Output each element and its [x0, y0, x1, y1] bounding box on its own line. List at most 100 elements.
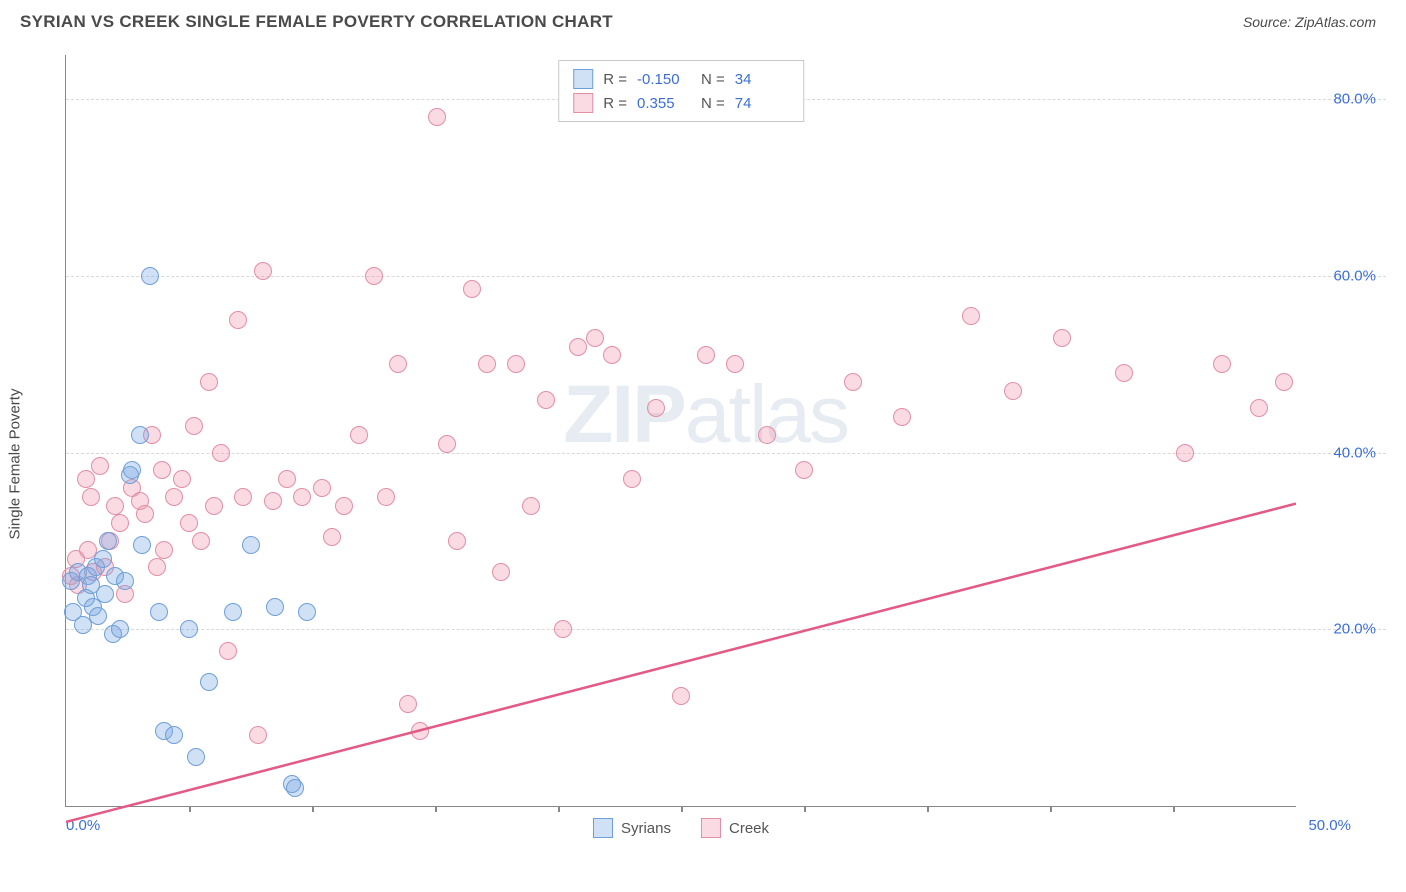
x-tick-mark — [681, 806, 683, 812]
n-label: N = — [701, 95, 725, 112]
data-point — [389, 355, 407, 373]
data-point — [623, 470, 641, 488]
y-tick-label: 80.0% — [1333, 91, 1376, 108]
x-tick-mark — [927, 806, 929, 812]
plot-area: ZIPatlas R = -0.150 N = 34 R = 0.355 N =… — [65, 55, 1296, 807]
legend-item-creek: Creek — [701, 818, 769, 838]
data-point — [205, 497, 223, 515]
data-point — [335, 497, 353, 515]
data-point — [192, 532, 210, 550]
series-legend: Syrians Creek — [593, 818, 769, 838]
data-point — [448, 532, 466, 550]
gridline-h — [66, 629, 1386, 630]
data-point — [537, 391, 555, 409]
data-point — [522, 497, 540, 515]
legend-row-syrians: R = -0.150 N = 34 — [573, 67, 789, 91]
watermark-light: atlas — [685, 369, 848, 460]
data-point — [106, 497, 124, 515]
chart-title: SYRIAN VS CREEK SINGLE FEMALE POVERTY CO… — [20, 12, 613, 32]
data-point — [795, 461, 813, 479]
x-tick-mark — [189, 806, 191, 812]
n-label: N = — [701, 71, 725, 88]
data-point — [89, 607, 107, 625]
y-tick-label: 40.0% — [1333, 444, 1376, 461]
data-point — [507, 355, 525, 373]
data-point — [165, 488, 183, 506]
data-point — [200, 373, 218, 391]
data-point — [155, 541, 173, 559]
data-point — [133, 536, 151, 554]
x-tick-end: 50.0% — [1308, 817, 1351, 834]
data-point — [180, 514, 198, 532]
swatch-creek — [701, 818, 721, 838]
data-point — [1275, 373, 1293, 391]
r-label: R = — [603, 71, 627, 88]
data-point — [173, 470, 191, 488]
data-point — [82, 488, 100, 506]
x-tick-mark — [312, 806, 314, 812]
data-point — [492, 563, 510, 581]
data-point — [726, 355, 744, 373]
data-point — [212, 444, 230, 462]
x-tick-start: 0.0% — [66, 817, 100, 834]
data-point — [411, 722, 429, 740]
data-point — [249, 726, 267, 744]
data-point — [242, 536, 260, 554]
y-tick-label: 20.0% — [1333, 621, 1376, 638]
data-point — [1053, 329, 1071, 347]
legend-label-syrians: Syrians — [621, 820, 671, 837]
data-point — [365, 267, 383, 285]
source-label: Source: — [1243, 14, 1295, 30]
data-point — [313, 479, 331, 497]
data-point — [123, 461, 141, 479]
data-point — [569, 338, 587, 356]
data-point — [165, 726, 183, 744]
data-point — [377, 488, 395, 506]
data-point — [229, 311, 247, 329]
data-point — [219, 642, 237, 660]
trend-lines — [66, 55, 1296, 892]
data-point — [962, 307, 980, 325]
data-point — [148, 558, 166, 576]
data-point — [603, 346, 621, 364]
data-point — [647, 399, 665, 417]
data-point — [1004, 382, 1022, 400]
data-point — [672, 687, 690, 705]
data-point — [77, 470, 95, 488]
data-point — [234, 488, 252, 506]
data-point — [350, 426, 368, 444]
r-label: R = — [603, 95, 627, 112]
x-tick-mark — [1050, 806, 1052, 812]
data-point — [254, 262, 272, 280]
y-tick-label: 60.0% — [1333, 267, 1376, 284]
data-point — [1176, 444, 1194, 462]
n-value-creek: 74 — [735, 95, 789, 112]
data-point — [200, 673, 218, 691]
data-point — [399, 695, 417, 713]
data-point — [136, 505, 154, 523]
data-point — [278, 470, 296, 488]
data-point — [99, 532, 117, 550]
data-point — [1213, 355, 1231, 373]
data-point — [153, 461, 171, 479]
data-point — [94, 550, 112, 568]
source-attribution: Source: ZipAtlas.com — [1243, 14, 1376, 30]
data-point — [187, 748, 205, 766]
data-point — [91, 457, 109, 475]
data-point — [111, 514, 129, 532]
data-point — [893, 408, 911, 426]
data-point — [844, 373, 862, 391]
data-point — [323, 528, 341, 546]
legend-row-creek: R = 0.355 N = 74 — [573, 91, 789, 115]
x-tick-mark — [1173, 806, 1175, 812]
data-point — [185, 417, 203, 435]
data-point — [478, 355, 496, 373]
data-point — [224, 603, 242, 621]
data-point — [150, 603, 168, 621]
data-point — [586, 329, 604, 347]
data-point — [1115, 364, 1133, 382]
data-point — [758, 426, 776, 444]
legend-label-creek: Creek — [729, 820, 769, 837]
x-tick-mark — [435, 806, 437, 812]
data-point — [266, 598, 284, 616]
